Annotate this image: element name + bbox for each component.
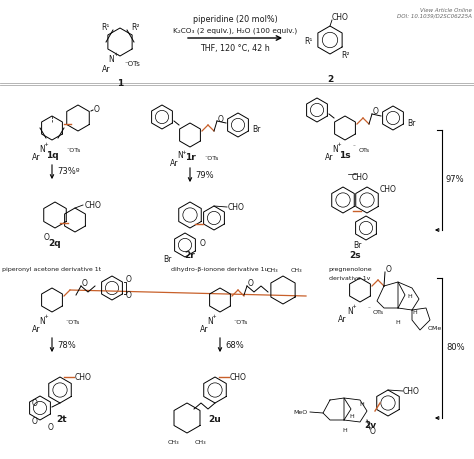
Text: O: O bbox=[373, 107, 379, 117]
Text: O: O bbox=[32, 399, 38, 409]
Text: R¹: R¹ bbox=[304, 38, 312, 46]
Text: CH₃: CH₃ bbox=[167, 440, 179, 444]
Text: +: + bbox=[211, 314, 216, 319]
Text: O: O bbox=[32, 418, 38, 426]
Text: 68%: 68% bbox=[225, 341, 244, 349]
Text: O: O bbox=[218, 114, 224, 123]
Text: CHO: CHO bbox=[75, 374, 92, 382]
Text: N: N bbox=[347, 307, 353, 315]
Text: O: O bbox=[386, 265, 392, 274]
Text: N: N bbox=[177, 151, 183, 161]
Text: Ar: Ar bbox=[170, 159, 178, 168]
Text: 1s: 1s bbox=[339, 151, 351, 159]
Text: R²: R² bbox=[132, 23, 140, 33]
Text: N: N bbox=[39, 145, 45, 153]
Text: CHO: CHO bbox=[85, 201, 102, 209]
Text: piperonyl acetone derivative 1t: piperonyl acetone derivative 1t bbox=[2, 268, 101, 273]
Text: 97%: 97% bbox=[446, 175, 465, 185]
Text: +: + bbox=[44, 314, 48, 319]
Text: OMe: OMe bbox=[428, 325, 442, 330]
Text: CHO: CHO bbox=[230, 374, 247, 382]
Text: Ar: Ar bbox=[32, 325, 40, 334]
Text: CHO: CHO bbox=[228, 202, 245, 212]
Text: ⁻OTs: ⁻OTs bbox=[205, 156, 219, 161]
Text: +: + bbox=[337, 142, 341, 147]
Text: O: O bbox=[248, 280, 254, 289]
Text: 2r: 2r bbox=[185, 251, 195, 259]
Text: CH₃: CH₃ bbox=[291, 268, 302, 273]
Text: K₂CO₃ (2 equiv.), H₂O (100 equiv.): K₂CO₃ (2 equiv.), H₂O (100 equiv.) bbox=[173, 28, 297, 34]
Text: N: N bbox=[332, 145, 338, 153]
Text: 2: 2 bbox=[327, 75, 333, 84]
Text: O: O bbox=[200, 239, 206, 247]
Text: OTs: OTs bbox=[359, 147, 370, 152]
Text: CHO: CHO bbox=[352, 174, 369, 183]
Text: 73%º: 73%º bbox=[57, 168, 80, 177]
Text: dihydro-β-ionone derivative 1u: dihydro-β-ionone derivative 1u bbox=[171, 268, 269, 273]
Text: CH₃: CH₃ bbox=[195, 440, 207, 444]
Text: View Article Online
DOI: 10.1039/D2SC06225A: View Article Online DOI: 10.1039/D2SC062… bbox=[397, 8, 472, 19]
Text: O: O bbox=[82, 280, 88, 289]
Text: ⁻: ⁻ bbox=[368, 308, 371, 313]
Text: R²: R² bbox=[342, 51, 350, 61]
Text: ⁻OTs: ⁻OTs bbox=[66, 319, 81, 325]
Text: +: + bbox=[113, 52, 118, 57]
Text: 80%: 80% bbox=[446, 343, 465, 353]
Text: N: N bbox=[108, 55, 114, 63]
Text: O: O bbox=[44, 233, 50, 241]
Text: O: O bbox=[126, 291, 132, 301]
Text: O: O bbox=[126, 275, 132, 285]
Text: ⁻OTs: ⁻OTs bbox=[67, 149, 82, 153]
Text: Br: Br bbox=[164, 254, 172, 263]
Text: ⁻OTs: ⁻OTs bbox=[124, 61, 140, 67]
Text: 78%: 78% bbox=[57, 341, 76, 349]
Text: Ar: Ar bbox=[325, 152, 333, 162]
Text: N: N bbox=[207, 317, 213, 325]
Text: Ar: Ar bbox=[32, 152, 40, 162]
Text: Ar: Ar bbox=[338, 314, 346, 324]
Text: 2u: 2u bbox=[209, 415, 221, 425]
Text: 2s: 2s bbox=[349, 251, 361, 259]
Text: 1q: 1q bbox=[46, 151, 58, 159]
Text: Ar: Ar bbox=[200, 325, 208, 334]
Text: ⁻OTs: ⁻OTs bbox=[234, 319, 248, 325]
Text: Br: Br bbox=[407, 118, 415, 128]
Text: 1: 1 bbox=[117, 79, 123, 89]
Text: THF, 120 °C, 42 h: THF, 120 °C, 42 h bbox=[200, 44, 270, 52]
Text: 1r: 1r bbox=[185, 153, 195, 162]
Text: Ar: Ar bbox=[102, 65, 110, 73]
Text: H: H bbox=[413, 309, 418, 314]
Text: 2t: 2t bbox=[57, 415, 67, 425]
Text: H: H bbox=[360, 403, 365, 408]
Text: Br: Br bbox=[353, 241, 361, 251]
Text: CHO: CHO bbox=[380, 185, 397, 195]
Text: O: O bbox=[48, 424, 54, 432]
Text: R¹: R¹ bbox=[101, 23, 109, 33]
Text: +: + bbox=[352, 304, 356, 309]
Text: piperidine (20 mol%): piperidine (20 mol%) bbox=[192, 16, 277, 24]
Text: H: H bbox=[350, 414, 355, 420]
Text: H: H bbox=[408, 293, 412, 298]
Text: CH₃: CH₃ bbox=[266, 268, 278, 273]
Text: OTs: OTs bbox=[373, 309, 384, 314]
Text: 2v: 2v bbox=[364, 420, 376, 430]
Text: H: H bbox=[396, 319, 401, 325]
Text: ⁻: ⁻ bbox=[353, 146, 356, 151]
Text: +: + bbox=[44, 142, 48, 147]
Text: O: O bbox=[94, 106, 100, 114]
Text: O: O bbox=[370, 426, 376, 436]
Text: pregnenolone: pregnenolone bbox=[328, 268, 372, 273]
Text: MeO: MeO bbox=[294, 409, 308, 414]
Text: CHO: CHO bbox=[403, 386, 420, 396]
Text: +: + bbox=[182, 150, 186, 155]
Text: derivative 1v: derivative 1v bbox=[329, 275, 371, 280]
Text: 2q: 2q bbox=[49, 239, 61, 247]
Text: CHO: CHO bbox=[332, 13, 349, 22]
Text: Br: Br bbox=[252, 125, 260, 134]
Text: N: N bbox=[39, 317, 45, 325]
Text: 79%: 79% bbox=[195, 170, 214, 179]
Text: H: H bbox=[343, 429, 347, 433]
